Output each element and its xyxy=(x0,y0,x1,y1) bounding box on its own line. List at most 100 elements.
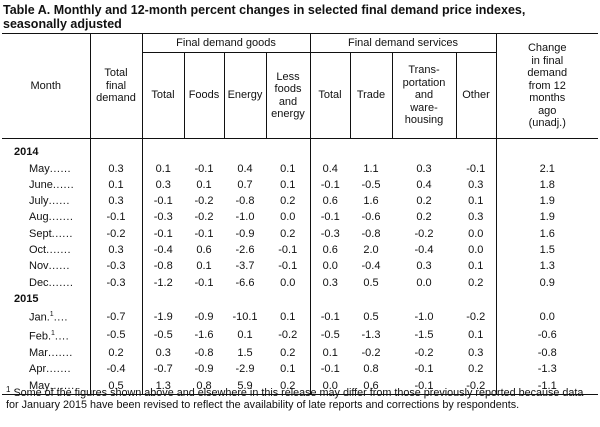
cell-change-12-months: 1.9 xyxy=(539,195,555,208)
month-name: Oct xyxy=(29,243,47,256)
leader-dots: ....... xyxy=(48,211,74,224)
month-label: Mar....... xyxy=(2,345,91,362)
cell-services-total: 0.0 xyxy=(322,260,338,273)
cell-change-12-months: 0.9 xyxy=(539,276,555,289)
header-goods-less-foods-energy: Less foods and energy xyxy=(266,52,311,139)
cell-goods-less-foods-energy: 0.1 xyxy=(266,307,311,327)
month-name: July xyxy=(29,195,49,208)
cell-total-final-demand: -0.4 xyxy=(90,361,143,378)
cell-services-transportation: 0.2 xyxy=(416,211,432,224)
header-services-trade: Trade xyxy=(350,52,393,139)
cell-total-final-demand: -0.7 xyxy=(90,307,143,327)
cell-total-final-demand: -0.3 xyxy=(90,274,143,291)
cell-goods-total: 0.3 xyxy=(155,178,171,191)
month-label: Oct....... xyxy=(2,241,91,259)
cell-total-final-demand: -0.1 xyxy=(90,209,143,226)
cell-goods-total: -0.8 xyxy=(153,260,173,273)
month-label: Dec....... xyxy=(2,274,91,291)
table-row: July...... 0.3 -0.1 -0.2 -0.8 0.2 0.6 1.6 0.2 0.1… xyxy=(2,193,598,210)
cell-change-12-months: 2.1 xyxy=(539,162,555,175)
year-row: 2015 xyxy=(2,290,598,308)
cell-services-trade: 0.6 xyxy=(350,377,392,395)
cell-goods-total: -0.7 xyxy=(153,363,173,376)
month-name: Feb. xyxy=(29,330,52,343)
month-name: Nov xyxy=(29,260,49,273)
cell-goods-energy: -2.9 xyxy=(235,363,255,376)
table-row: Aug....... -0.1 -0.3 -0.2 -1.0 0.0 -0.1 -0.6 0.2… xyxy=(2,209,598,226)
cell-goods-total: 0.1 xyxy=(155,162,171,175)
cell-change-12-months: 1.3 xyxy=(539,260,555,273)
cell-goods-less-foods-energy: 0.1 xyxy=(266,160,311,177)
cell-goods-foods: -0.1 xyxy=(194,276,214,289)
cell-services-other: 0.2 xyxy=(456,361,497,378)
cell-services-other: -0.2 xyxy=(456,377,497,395)
cell-goods-total: -0.5 xyxy=(153,329,173,342)
leader-dots: ...... xyxy=(52,178,75,191)
empty-cell xyxy=(456,138,497,161)
cell-goods-foods: 0.1 xyxy=(196,260,212,273)
cell-goods-total: -1.9 xyxy=(153,310,173,323)
cell-change-12-months: 0.0 xyxy=(539,310,555,323)
cell-services-trade: 1.1 xyxy=(363,162,379,175)
year-label: 2015 xyxy=(2,290,91,308)
cell-goods-less-foods-energy: -0.2 xyxy=(266,326,311,346)
cell-services-transportation: 0.2 xyxy=(416,195,432,208)
cell-goods-less-foods-energy: 0.2 xyxy=(266,193,311,210)
cell-services-transportation: -0.2 xyxy=(414,227,434,240)
leader-dots: ...... xyxy=(49,162,72,175)
cell-services-transportation: 0.0 xyxy=(416,276,432,289)
cell-goods-less-foods-energy: 0.1 xyxy=(266,361,311,378)
empty-cell xyxy=(142,139,184,161)
cell-goods-energy: -6.6 xyxy=(235,276,255,289)
leader-dots: ...... xyxy=(48,195,70,208)
cell-goods-energy: -0.9 xyxy=(235,227,255,240)
cell-services-transportation: -0.4 xyxy=(414,243,434,256)
cell-goods-foods: -0.9 xyxy=(194,310,214,323)
cell-services-transportation: 0.3 xyxy=(416,162,432,175)
cell-goods-foods: -0.1 xyxy=(194,162,214,175)
month-label: May....... xyxy=(2,377,91,395)
cell-change-12-months: -0.8 xyxy=(537,347,557,360)
cell-goods-foods: 0.6 xyxy=(196,243,212,256)
cell-services-total: -0.1 xyxy=(320,178,340,191)
cell-services-other: 0.1 xyxy=(456,193,497,210)
cell-total-final-demand: 0.3 xyxy=(90,241,143,259)
cell-services-transportation: -1.5 xyxy=(414,329,434,342)
cell-goods-less-foods-energy: 0.0 xyxy=(266,274,311,291)
cell-goods-energy: -1.0 xyxy=(235,211,255,224)
cell-services-trade: -1.3 xyxy=(361,329,381,342)
cell-services-other: 0.3 xyxy=(456,209,497,226)
table-title-line2: seasonally adjusted xyxy=(3,17,122,31)
footnote-mark: 1 xyxy=(6,385,11,394)
cell-goods-total: -0.1 xyxy=(153,227,173,240)
cell-services-total: -0.1 xyxy=(320,363,340,376)
cell-goods-energy: 0.1 xyxy=(237,329,253,342)
cell-total-final-demand: -0.5 xyxy=(90,326,143,346)
cell-goods-less-foods-energy: 0.0 xyxy=(266,209,311,226)
cell-services-trade: 2.0 xyxy=(363,243,379,256)
cell-goods-less-foods-energy: -0.1 xyxy=(266,258,311,275)
cell-goods-less-foods-energy: 0.1 xyxy=(266,176,311,194)
cell-goods-total: -0.4 xyxy=(153,243,173,256)
cell-services-transportation: -0.2 xyxy=(414,347,434,360)
empty-cell xyxy=(350,139,392,161)
header-month: Month xyxy=(2,33,91,139)
cell-goods-foods: 0.8 xyxy=(184,377,224,395)
month-name: Aug xyxy=(29,211,49,224)
cell-goods-foods: -0.9 xyxy=(194,363,214,376)
cell-services-total: 0.6 xyxy=(322,195,338,208)
empty-cell xyxy=(142,291,184,307)
table-row: Nov...... -0.3 -0.8 0.1 -3.7 -0.1 0.0 -0.4 0.3 0.… xyxy=(2,258,598,275)
cell-change-12-months: 1.9 xyxy=(539,211,555,224)
cell-goods-total: 1.3 xyxy=(142,377,184,395)
cell-goods-energy: 1.5 xyxy=(237,347,253,360)
leader-dots: ....... xyxy=(48,276,74,289)
empty-cell xyxy=(266,290,311,308)
leader-dots: ....... xyxy=(49,379,75,392)
header-total-final-demand: Total final demand xyxy=(90,33,143,139)
cell-goods-total: 0.3 xyxy=(155,347,171,360)
cell-services-other: 0.0 xyxy=(456,241,497,259)
month-label: Jan.1.... xyxy=(2,307,91,327)
table-row: Dec....... -0.3 -1.2 -0.1 -6.6 0.0 0.3 0.5 0.0 0.… xyxy=(2,274,598,291)
cell-services-trade: -0.8 xyxy=(361,227,381,240)
